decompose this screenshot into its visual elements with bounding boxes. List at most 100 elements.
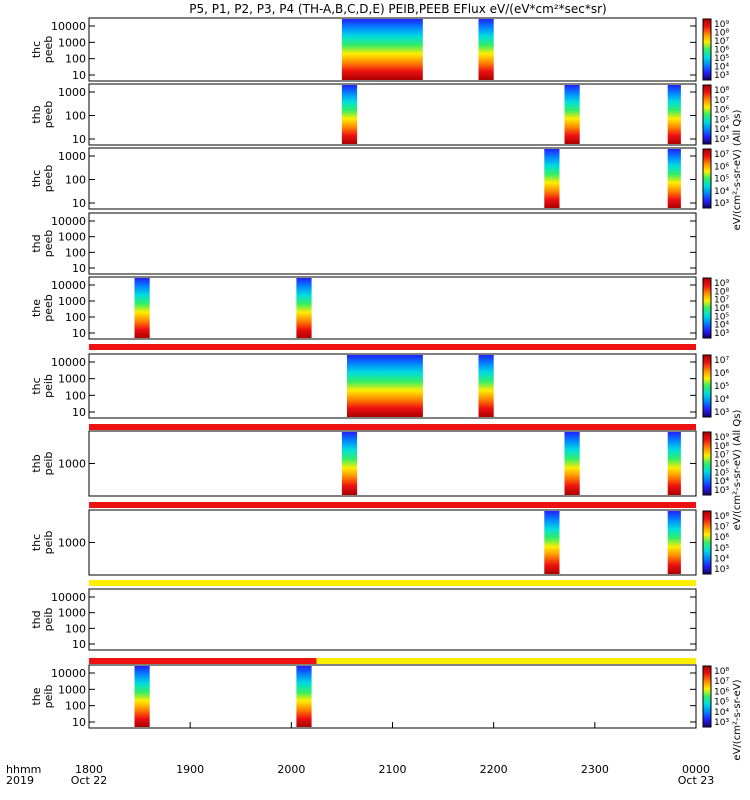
colorbar-tick-label: 10⁴ [714,63,729,73]
panel-ylabel: peeb [42,294,55,322]
colorbar-tick-label: 10⁷ [714,150,729,160]
spectrogram-interval [296,278,312,338]
y-tick-label: 100 [65,311,86,324]
panel-frame [88,509,697,576]
spectrogram-interval [341,85,358,144]
colorbar-tick-label: 10³ [714,71,729,81]
colorbar-tick-label: 10⁵ [714,54,729,64]
x-tick-label: 2300 [581,763,609,776]
panel-ylabel: thc [30,41,43,58]
colorbar-tick-label: 10⁵ [714,468,729,478]
colorbar-tick-label: 10⁶ [714,460,729,470]
colorbar-tick-label: 10³ [714,486,729,496]
x-tick-label: 2100 [379,763,407,776]
spectrogram-interval [296,666,312,727]
y-tick-label: 100 [65,174,86,187]
panel-ylabel: thb [30,454,43,472]
y-tick-label: 10000 [51,667,86,680]
y-tick-label: 100 [65,700,86,713]
colorbar-tick-label: 10³ [714,135,729,145]
colorbar-tick-label: 10⁴ [714,395,729,405]
y-tick-label: 1000 [58,683,86,696]
colorbar-tick-label: 10⁶ [714,533,729,543]
spectrogram-interval [134,278,150,338]
time-axis-year: 2019 [6,774,34,787]
colorbar-tick-label: 10⁵ [714,175,729,185]
colorbar-tick-label: 10⁴ [714,187,729,197]
y-tick-label: 100 [65,53,86,66]
panel-ylabel: peib [42,374,55,398]
spectrogram-interval [667,511,681,574]
panel-frame [88,430,697,497]
spectrogram-interval [667,149,681,208]
colorbar-tick-label: 10⁶ [714,106,729,116]
status-bar-segment [89,424,696,430]
y-tick-label: 10 [72,327,86,340]
colorbar-tick-label: 10³ [714,565,729,575]
y-tick-label: 10 [72,716,86,729]
colorbar-tick-label: 10⁴ [714,125,729,135]
panel-ylabel: peeb [42,36,55,64]
panel-ylabel: peeb [42,165,55,193]
status-bar-segment [89,502,696,508]
panel-ylabel: thd [30,234,43,252]
spectrogram-interval [478,355,494,417]
y-tick-label: 1000 [58,86,86,99]
spectrogram-interval [564,432,580,495]
x-tick-label: 2000 [277,763,305,776]
colorbar-tick-label: 10⁸ [714,29,729,39]
colorbar-tick-label: 10⁵ [714,312,729,322]
y-tick-label: 100 [65,622,86,635]
spectrogram-interval [478,19,494,80]
colorbar [702,510,712,575]
y-tick-label: 1000 [58,231,86,244]
y-tick-label: 100 [65,389,86,402]
panel-5: 10000 1000 100 10 the peeb 10⁹10⁸10⁷10⁶10⁵10⁴1… [30,276,729,340]
y-tick-label: 1000 [58,537,86,550]
x-tick-label: 2200 [480,763,508,776]
y-tick-label: 100 [65,110,86,123]
spectrogram-interval [341,432,358,495]
colorbar [702,18,712,81]
panel-ylabel: peeb [42,101,55,129]
y-tick-label: 10000 [51,215,86,228]
panel-frame [88,276,697,340]
colorbar [702,431,712,496]
x-tick-label: 0000 [682,763,710,776]
y-tick-label: 1000 [58,373,86,386]
colorbar-tick-label: 10⁷ [714,523,729,533]
y-tick-label: 10 [72,406,86,419]
panel-ylabel: thc [30,377,43,394]
y-tick-label: 1000 [58,150,86,163]
x-tick-label: 1900 [176,763,204,776]
panel-ylabel: peib [42,685,55,709]
colorbar-tick-label: 10⁶ [714,162,729,172]
colorbar [702,277,712,339]
colorbar-tick-label: 10⁷ [714,296,729,306]
y-tick-label: 1000 [58,458,86,471]
panel-ylabel: peib [42,608,55,632]
colorbar-tick-label: 10³ [714,329,729,339]
panel-frame [88,353,697,419]
colorbar [702,148,712,209]
spectrogram-interval [564,85,580,144]
colorbar-tick-label: 10⁹ [714,279,729,289]
colorbar-tick-label: 10⁵ [714,698,729,708]
y-tick-label: 10000 [51,20,86,33]
panel-9: 10000 1000 100 10 thd peib [30,588,697,651]
panel-ylabel: thc [30,534,43,551]
colorbar-tick-label: 10⁸ [714,86,729,96]
status-bar-segment [316,658,696,664]
colorbar-tick-label: 10³ [714,408,729,418]
colorbar-unit-label: eV/(cm²-s-sr-eV) (All Qs) [732,110,743,231]
x-tick-date: Oct 23 [678,774,715,787]
panel-ylabel: thb [30,105,43,123]
colorbar [702,84,712,145]
y-tick-label: 1000 [58,607,86,620]
colorbar-tick-label: 10⁶ [714,304,729,314]
panel-frame [88,83,697,146]
panel-frame [88,212,697,275]
